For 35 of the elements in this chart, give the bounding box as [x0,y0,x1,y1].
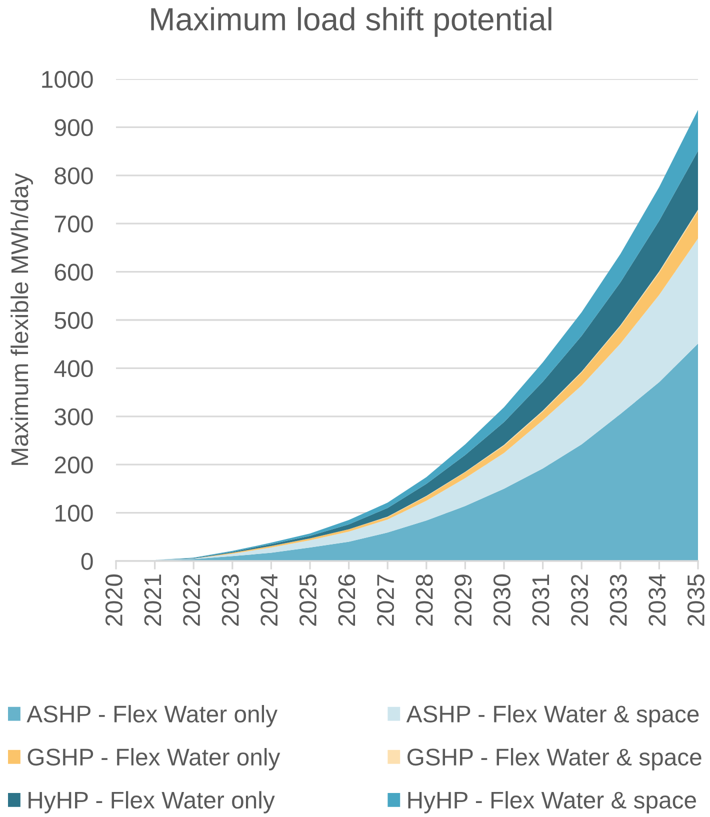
legend-label: ASHP - Flex Water only [26,705,278,728]
legend-label: HyHP - Flex Water only [28,791,275,814]
y-tick-label: 900 [54,119,93,136]
y-axis-title: Maximum flexible MWh/day [10,173,33,465]
x-tick-label: 2021 [144,574,162,626]
y-tick-label: 600 [54,264,93,281]
x-tick-label: 2035 [687,574,704,626]
legend-label: ASHP - Flex Water & space [406,705,699,728]
y-tick-label: 400 [54,360,93,378]
x-tick-label: 2029 [454,574,472,626]
y-tick-label: 700 [54,216,93,233]
y-tick-label: 200 [54,456,93,474]
x-tick-label: 2032 [571,574,588,626]
y-tick-label: 0 [81,552,93,570]
y-tick-label: 500 [54,312,93,329]
y-tick-label: 800 [54,167,93,184]
x-tick-label: 2024 [260,574,278,626]
legend-label: HyHP - Flex Water & space [408,791,696,814]
x-tick-label: 2030 [493,574,510,626]
x-tick-label: 2034 [648,574,666,626]
x-tick-label: 2027 [377,574,394,626]
y-tick-label: 300 [54,408,93,426]
legend-label: GSHP - Flex Water only [28,748,280,770]
legend-label: GSHP - Flex Water & space [408,748,702,770]
x-tick-label: 2022 [183,574,200,626]
x-tick-label: 2026 [338,574,356,626]
x-tick-label: 2020 [105,574,122,626]
x-tick-label: 2031 [532,574,550,626]
chart-title: Maximum load shift potential [151,7,552,37]
y-tick-label: 1000 [42,70,93,88]
x-tick-label: 2033 [610,574,627,626]
x-tick-label: 2028 [416,574,433,626]
y-tick-label: 100 [56,504,93,522]
x-tick-label: 2023 [222,574,239,626]
x-tick-label: 2025 [299,574,316,626]
